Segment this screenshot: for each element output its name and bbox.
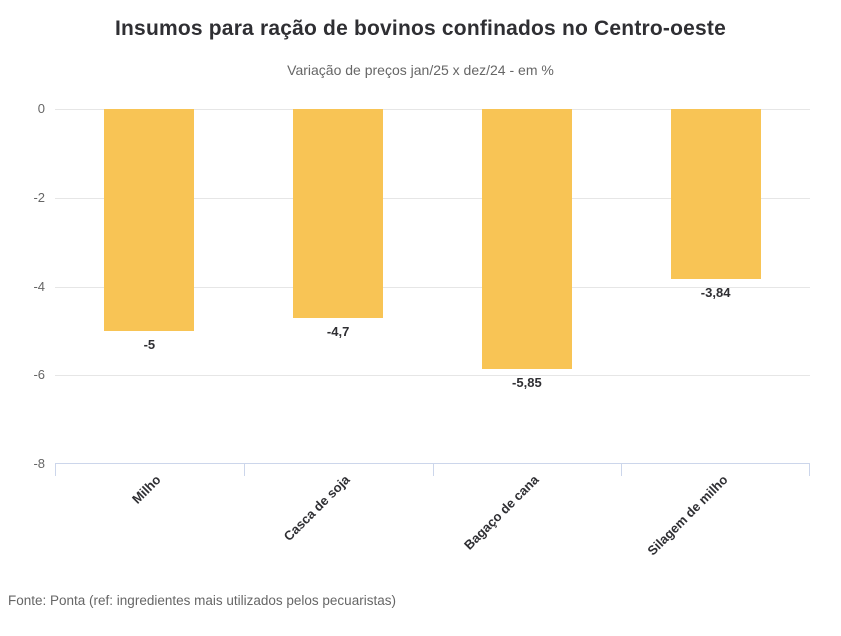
bar-value-label: -3,84 [700,285,731,301]
y-axis-label: -2 [33,189,45,205]
bar-value-label: -5,85 [512,374,542,390]
bar-value-label: -5 [143,336,156,352]
y-axis-label: -8 [33,456,45,471]
bar-value-label: -4,7 [326,323,350,339]
x-axis-category-label: Casca de soja [280,472,353,544]
gridline [55,286,810,288]
source-note: Fonte: Ponta (ref: ingredientes mais uti… [8,593,396,608]
bar-bagaço-de-cana[interactable] [481,109,572,369]
gridline [55,375,810,377]
x-axis-category-label: Bagaço de cana [460,472,542,553]
x-axis-tick [809,464,810,476]
x-axis-tick [433,464,434,476]
bar-casca-de-soja[interactable] [293,109,384,318]
chart-title: Insumos para ração de bovinos confinados… [115,17,726,40]
bar-silagem-de-milho[interactable] [670,109,761,280]
y-axis-label: 0 [37,101,45,116]
chart-subtitle: Variação de preços jan/25 x dez/24 - em … [287,62,554,78]
x-axis-tick [621,464,622,476]
gridline [55,109,810,110]
plot-area: 0 -2 -4 -6 -8 -5 Milho -4,7 Casca de soja -5,85 Ba… [33,101,810,558]
gridline [55,197,810,199]
x-axis-tick [55,464,56,476]
x-axis-category-label: Milho [129,472,164,507]
x-axis-line [55,463,810,464]
y-axis-label: -6 [33,367,45,383]
y-axis-label: -4 [33,278,45,294]
bar-milho[interactable] [104,109,195,331]
x-axis-tick [244,464,245,476]
x-axis-category-label: Silagem de milho [644,472,731,559]
